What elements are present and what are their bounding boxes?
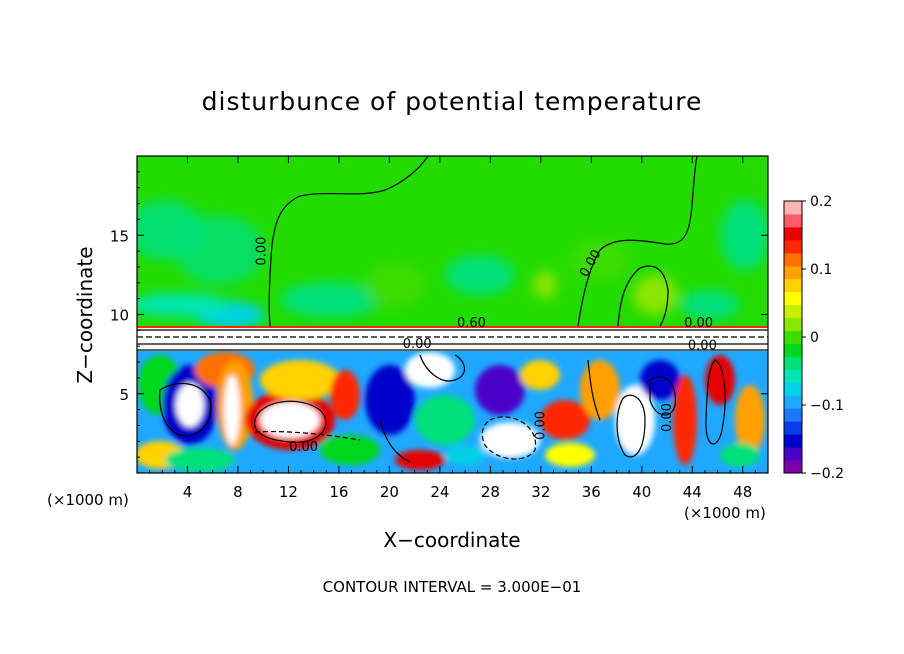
colorbar: [784, 201, 802, 474]
colorbar-segment: [784, 291, 802, 306]
x-tick-label: 32: [531, 483, 550, 501]
contour-label: 0.00: [688, 338, 717, 353]
contour-interval-note: CONTOUR INTERVAL = 3.000E−01: [323, 578, 582, 596]
colorbar-ticks: −0.2 −0.1 0 0.1 0.2: [802, 194, 844, 482]
colorbar-segment: [784, 447, 802, 461]
contour-label: 0.60: [457, 316, 486, 331]
colorbar-segment: [784, 265, 802, 280]
colorbar-segment: [784, 460, 802, 474]
colorbar-segment: [784, 434, 802, 448]
x-tick-label: 36: [582, 483, 601, 501]
colorbar-segment: [784, 421, 802, 435]
colorbar-segment: [784, 369, 802, 383]
y-tick-label: 10: [110, 307, 129, 325]
y-axis-label: Z−coordinate: [73, 246, 97, 383]
colorbar-tick-label: 0.1: [810, 262, 832, 278]
y-tick-label: 5: [119, 386, 129, 404]
colorbar-segment: [784, 239, 802, 254]
colorbar-segment: [784, 408, 802, 422]
contour-lines: [137, 156, 768, 463]
chart-title: disturbunce of potential temperature: [202, 87, 703, 116]
colorbar-segment: [784, 201, 802, 215]
contour-labels: 0.00 0.000.600.000.000.000.000.00 0.00: [255, 237, 717, 455]
x-tick-label: 20: [380, 483, 399, 501]
x-tick-label: 44: [683, 483, 702, 501]
colorbar-segment: [784, 304, 802, 319]
x-tick-label: 8: [233, 483, 243, 501]
colorbar-tick-label: 0: [810, 330, 819, 346]
colorbar-segment: [784, 343, 802, 357]
colorbar-tick-label: −0.2: [810, 466, 844, 482]
contour-label: 0.00: [289, 440, 318, 455]
colorbar-segment: [784, 395, 802, 409]
colorbar-segment: [784, 382, 802, 396]
colorbar-segment: [784, 356, 802, 370]
contour-label: 0.00: [403, 337, 432, 352]
contour-label: 0.00: [684, 316, 713, 331]
colorbar-segment: [784, 278, 802, 293]
upper-anomalies: [137, 200, 768, 329]
contour-label: 0.00: [660, 403, 675, 432]
colorbar-segment: [784, 213, 802, 228]
colorbar-segment: [784, 226, 802, 241]
colorbar-tick-label: −0.1: [810, 398, 844, 414]
x-tick-label: 4: [183, 483, 193, 501]
x-tick-label: 12: [279, 483, 298, 501]
colorbar-segment: [784, 317, 802, 332]
x-tick-label: 48: [733, 483, 752, 501]
x-unit-left: (×1000 m): [47, 491, 129, 509]
plot-area: [137, 156, 768, 473]
x-axis-label: X−coordinate: [383, 528, 520, 552]
x-tick-label: 40: [632, 483, 651, 501]
colorbar-segment: [784, 252, 802, 267]
x-tick-label: 24: [430, 483, 449, 501]
x-tick-label: 28: [481, 483, 500, 501]
x-tick-label: 16: [329, 483, 348, 501]
contour-label: 0.00: [255, 237, 270, 266]
colorbar-segment: [784, 330, 802, 344]
x-unit-right: (×1000 m): [684, 504, 766, 522]
contour-label: 0.00: [534, 411, 549, 440]
y-tick-label: 15: [110, 227, 129, 245]
colorbar-tick-label: 0.2: [810, 194, 832, 210]
